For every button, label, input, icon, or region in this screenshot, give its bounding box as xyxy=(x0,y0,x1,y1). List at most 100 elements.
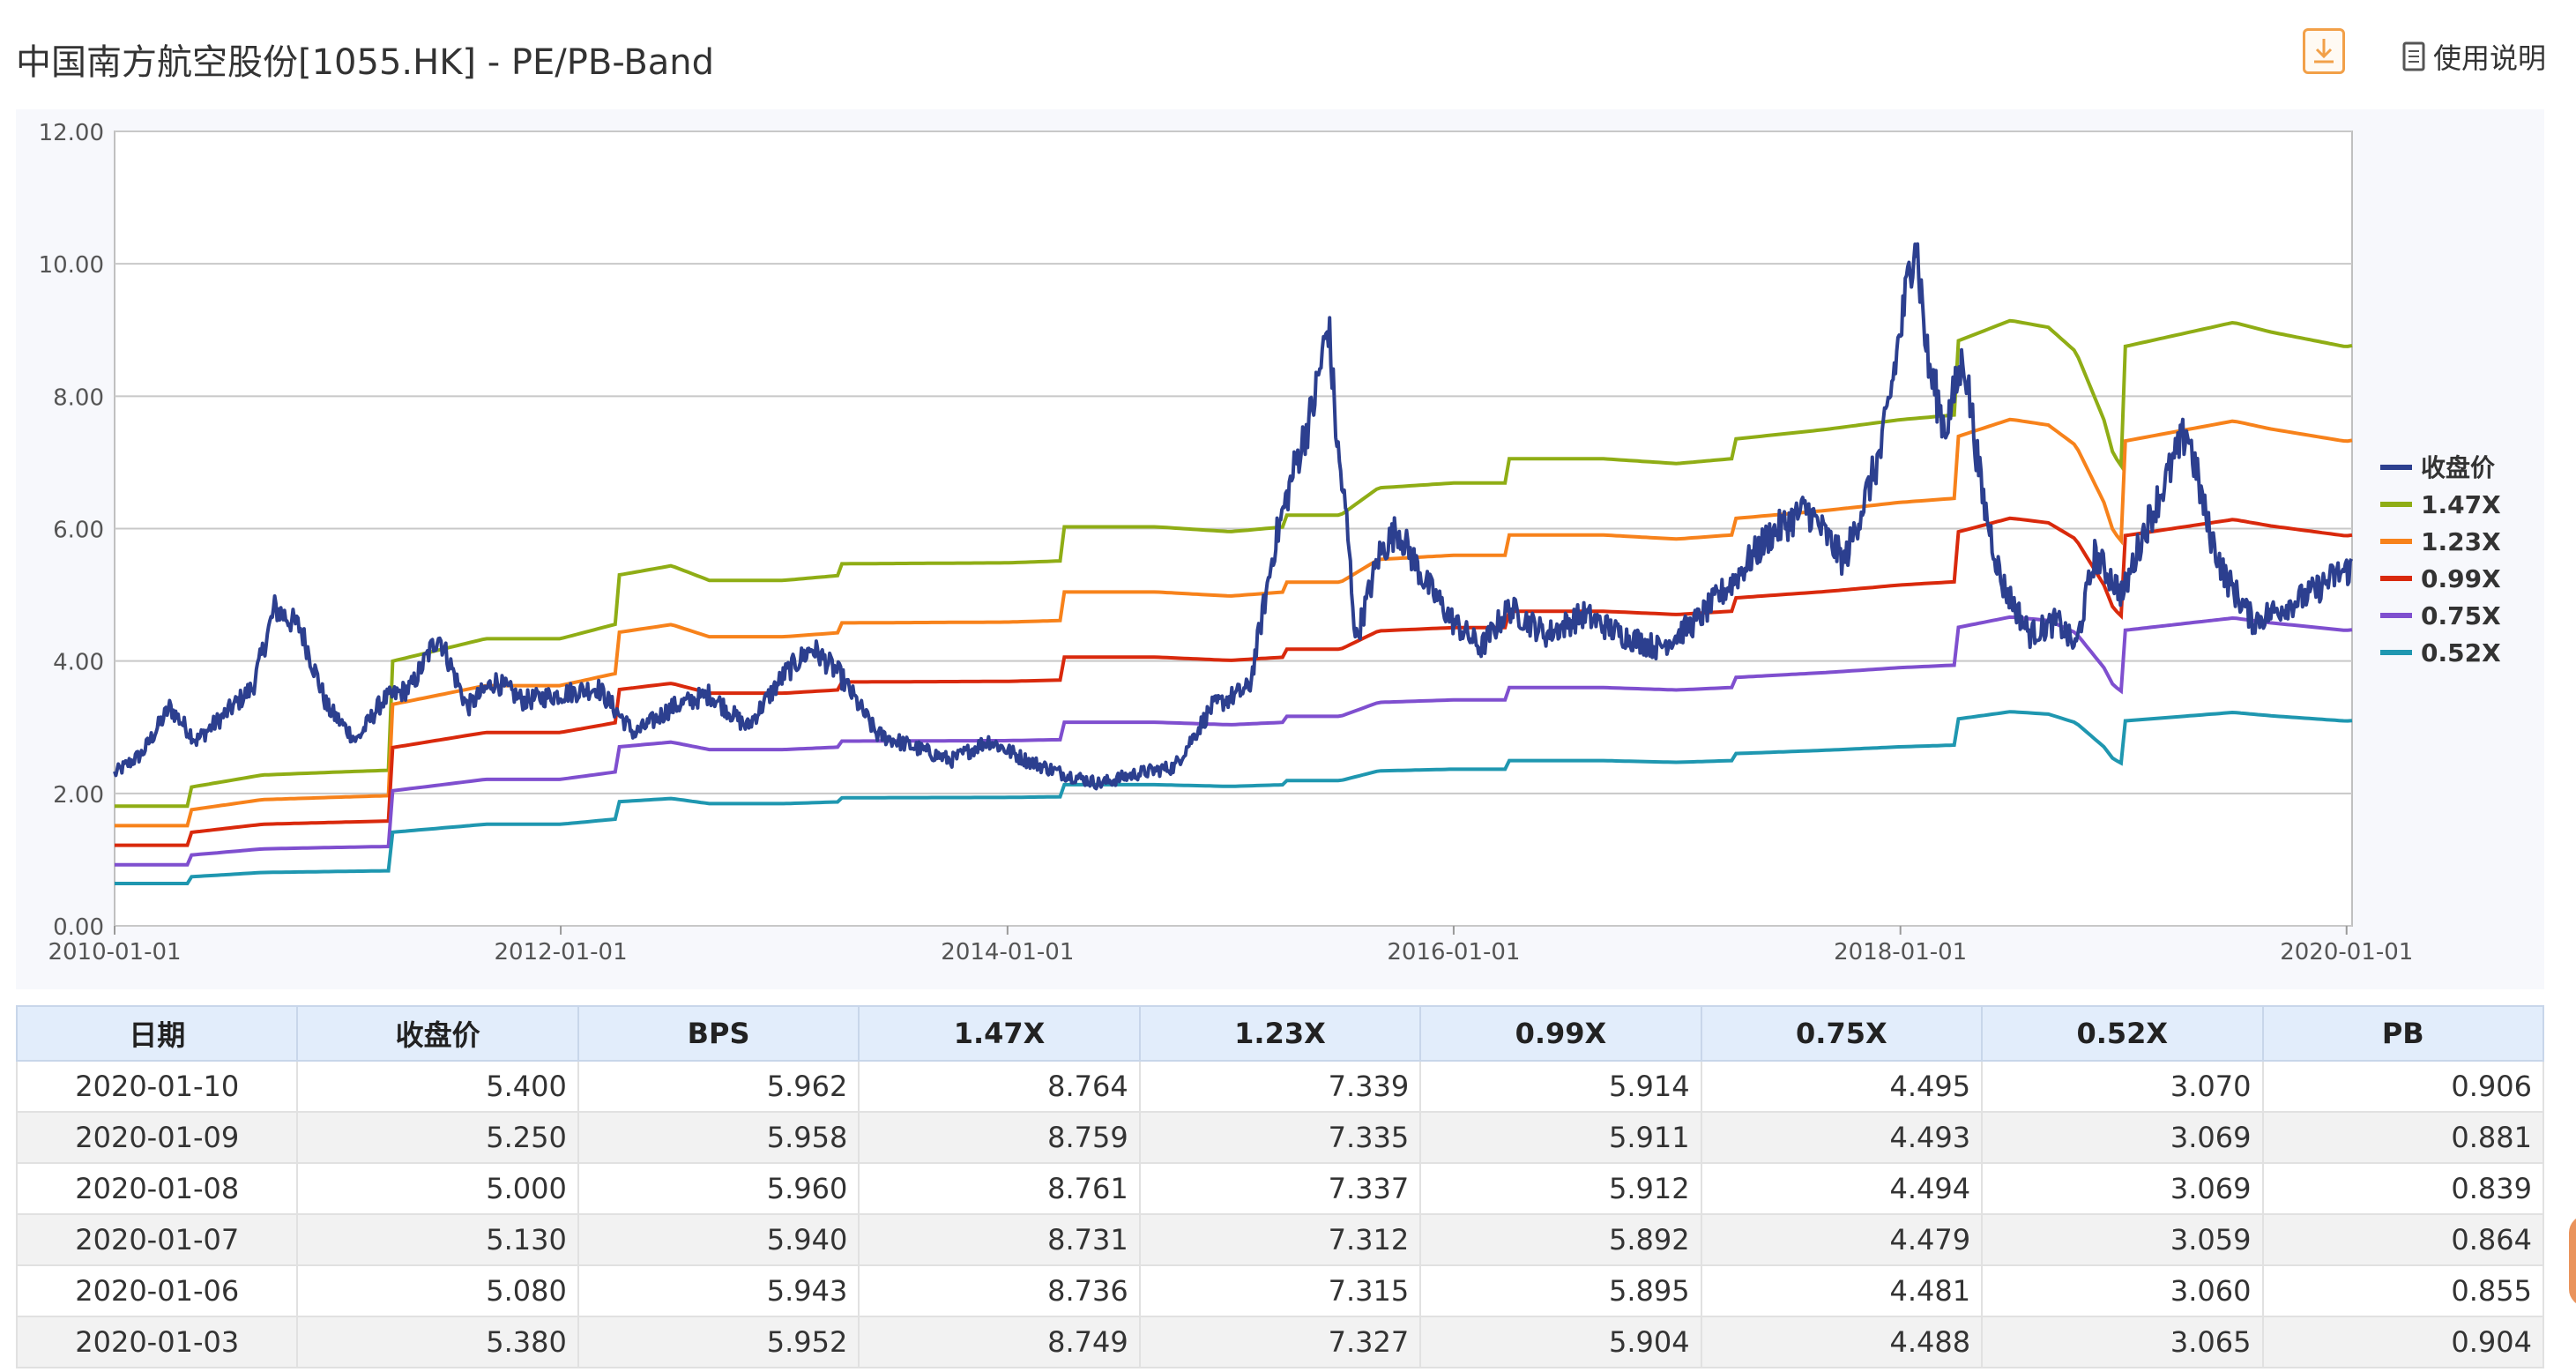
value-cell: 7.315 xyxy=(1138,1264,1422,1317)
legend-label[interactable]: 0.99X xyxy=(2421,564,2501,593)
table-row: 2020-01-06 5.080 5.943 8.736 7.315 5.895 4.481… xyxy=(16,1264,2544,1317)
y-tick-label: 12.00 xyxy=(39,120,104,146)
column-header[interactable]: 0.99X xyxy=(1419,1005,1702,1062)
value-cell: 7.335 xyxy=(1138,1111,1422,1164)
column-header[interactable]: PB xyxy=(2261,1005,2544,1062)
value-cell: 0.855 xyxy=(2261,1264,2544,1317)
column-header[interactable]: 1.23X xyxy=(1138,1005,1422,1062)
table-row: 2020-01-09 5.250 5.958 8.759 7.335 5.911 4.493… xyxy=(16,1111,2544,1164)
legend-label[interactable]: 1.47X xyxy=(2421,490,2501,519)
column-header[interactable]: 0.75X xyxy=(1700,1005,1984,1062)
value-cell: 5.962 xyxy=(577,1060,860,1113)
value-cell: 5.958 xyxy=(577,1111,860,1164)
download-button[interactable] xyxy=(2303,28,2345,74)
value-cell: 5.892 xyxy=(1419,1213,1702,1266)
value-cell: 5.911 xyxy=(1419,1111,1702,1164)
table-header-row: 日期 收盘价 BPS 1.47X 1.23X 0.99X 0.75X 0.52X PB xyxy=(16,1005,2544,1062)
value-cell: 0.864 xyxy=(2261,1213,2544,1266)
pb-band-chart: 0.00 2.00 4.00 6.00 8.00 10.00 12.00 2010-01-0… xyxy=(16,109,2544,989)
value-cell: 8.761 xyxy=(858,1162,1141,1215)
value-cell: 5.250 xyxy=(296,1111,579,1164)
date-cell: 2020-01-09 xyxy=(16,1111,299,1164)
value-cell: 0.881 xyxy=(2261,1111,2544,1164)
usage-help-label: 使用说明 xyxy=(2433,41,2547,75)
date-cell: 2020-01-08 xyxy=(16,1162,299,1215)
value-cell: 0.904 xyxy=(2261,1316,2544,1368)
value-cell: 8.764 xyxy=(858,1060,1141,1113)
value-cell: 4.494 xyxy=(1700,1162,1984,1215)
x-tick-label: 2016-01-01 xyxy=(1387,939,1520,966)
y-tick-label: 8.00 xyxy=(53,384,104,411)
value-cell: 5.960 xyxy=(577,1162,860,1215)
band-line-0_52X xyxy=(115,710,2353,885)
band-line-0_99X xyxy=(115,516,2353,847)
value-cell: 3.070 xyxy=(1981,1060,2264,1113)
table-row: 2020-01-10 5.400 5.962 8.764 7.339 5.914 4.495… xyxy=(16,1060,2544,1113)
page-title: 中国南方航空股份[1055.HK] - PE/PB-Band xyxy=(16,42,715,83)
value-cell: 3.069 xyxy=(1981,1111,2264,1164)
value-cell: 7.337 xyxy=(1138,1162,1422,1215)
column-header[interactable]: BPS xyxy=(577,1005,860,1062)
value-cell: 4.479 xyxy=(1700,1213,1984,1266)
value-cell: 5.080 xyxy=(296,1264,579,1317)
chart-legend: 收盘价 1.47X 1.23X 0.99X 0.75X 0.52X xyxy=(2380,453,2501,667)
value-cell: 5.380 xyxy=(296,1316,579,1368)
legend-label[interactable]: 收盘价 xyxy=(2421,453,2496,482)
value-cell: 8.731 xyxy=(858,1213,1141,1266)
series-lines xyxy=(113,242,2354,885)
column-header[interactable]: 日期 xyxy=(16,1005,299,1062)
value-cell: 5.000 xyxy=(296,1162,579,1215)
value-cell: 7.327 xyxy=(1138,1316,1422,1368)
value-cell: 5.940 xyxy=(577,1213,860,1266)
y-tick-label: 4.00 xyxy=(53,650,104,676)
value-cell: 8.736 xyxy=(858,1264,1141,1317)
column-header[interactable]: 1.47X xyxy=(858,1005,1141,1062)
x-tick-label: 2020-01-01 xyxy=(2280,939,2413,966)
y-tick-label: 0.00 xyxy=(53,914,104,941)
table-row: 2020-01-03 5.380 5.952 8.749 7.327 5.904 4.488… xyxy=(16,1316,2544,1368)
download-icon xyxy=(2314,39,2334,63)
value-cell: 5.904 xyxy=(1419,1316,1702,1368)
table-body: 2020-01-10 5.400 5.962 8.764 7.339 5.914 4.495… xyxy=(16,1060,2544,1368)
value-cell: 4.495 xyxy=(1700,1060,1984,1113)
y-tick-label: 2.00 xyxy=(53,782,104,809)
band-line-1_47X xyxy=(115,318,2353,809)
value-cell: 4.488 xyxy=(1700,1316,1984,1368)
value-cell: 7.339 xyxy=(1138,1060,1422,1113)
date-cell: 2020-01-03 xyxy=(16,1316,299,1368)
value-cell: 8.749 xyxy=(858,1316,1141,1368)
value-cell: 7.312 xyxy=(1138,1213,1422,1266)
x-tick-label: 2014-01-01 xyxy=(941,939,1074,966)
x-axis-ticks: 2010-01-01 2012-01-01 2014-01-01 2016-01-01… xyxy=(48,926,2413,966)
x-tick-label: 2018-01-01 xyxy=(1834,939,1967,966)
y-tick-label: 10.00 xyxy=(39,252,104,279)
value-cell: 3.060 xyxy=(1981,1264,2264,1317)
table-row: 2020-01-08 5.000 5.960 8.761 7.337 5.912 4.494… xyxy=(16,1162,2544,1215)
value-cell: 5.914 xyxy=(1419,1060,1702,1113)
date-cell: 2020-01-07 xyxy=(16,1213,299,1266)
close-price-line xyxy=(113,242,2354,791)
y-axis-ticks: 0.00 2.00 4.00 6.00 8.00 10.00 12.00 xyxy=(39,120,104,941)
legend-label[interactable]: 0.75X xyxy=(2421,601,2501,630)
column-header[interactable]: 收盘价 xyxy=(296,1005,579,1062)
legend-label[interactable]: 0.52X xyxy=(2421,638,2501,667)
band-line-0_75X xyxy=(115,615,2353,867)
value-cell: 3.069 xyxy=(1981,1162,2264,1215)
value-cell: 5.943 xyxy=(577,1264,860,1317)
value-cell: 5.912 xyxy=(1419,1162,1702,1215)
x-tick-label: 2012-01-01 xyxy=(495,939,628,966)
legend-label[interactable]: 1.23X xyxy=(2421,527,2501,556)
value-cell: 4.493 xyxy=(1700,1111,1984,1164)
chart-canvas: 0.00 2.00 4.00 6.00 8.00 10.00 12.00 2010-01-0… xyxy=(39,120,2502,966)
side-float-button[interactable] xyxy=(2569,1215,2576,1307)
value-cell: 3.059 xyxy=(1981,1213,2264,1266)
value-cell: 5.895 xyxy=(1419,1264,1702,1317)
x-tick-label: 2010-01-01 xyxy=(48,939,181,966)
date-cell: 2020-01-10 xyxy=(16,1060,299,1113)
value-cell: 5.952 xyxy=(577,1316,860,1368)
y-tick-label: 6.00 xyxy=(53,518,104,544)
data-table-container: 日期 收盘价 BPS 1.47X 1.23X 0.99X 0.75X 0.52X PB 2020… xyxy=(16,1005,2544,1372)
pb-band-table: 日期 收盘价 BPS 1.47X 1.23X 0.99X 0.75X 0.52X PB 2020… xyxy=(16,1005,2544,1368)
usage-help-button[interactable]: 使用说明 xyxy=(2401,34,2546,79)
column-header[interactable]: 0.52X xyxy=(1981,1005,2264,1062)
